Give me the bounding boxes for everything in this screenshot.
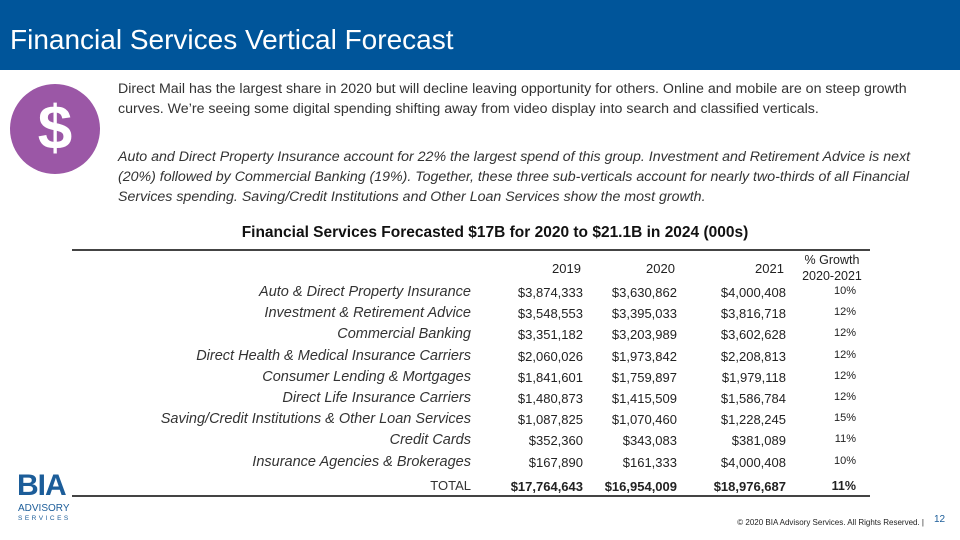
header-2019: 2019 <box>552 261 581 276</box>
growth-percent: 15% <box>833 412 856 425</box>
value-2021: $2,208,813 <box>720 348 786 364</box>
total-label: TOTAL <box>430 478 471 493</box>
value-2020: $1,759,897 <box>611 369 677 385</box>
value-2020: $343,083 <box>622 433 677 449</box>
table-row: Credit Cards $352,360 $343,083 $381,089 11% <box>0 432 960 453</box>
table-bottom-rule <box>72 495 870 497</box>
page-title: Financial Services Vertical Forecast <box>10 24 454 55</box>
row-label: Consumer Lending & Mortgages <box>262 368 471 385</box>
value-2019: $167,890 <box>528 454 583 470</box>
header-2021: 2021 <box>755 261 784 276</box>
value-2021: $1,979,118 <box>721 369 786 385</box>
value-2019: $3,548,553 <box>517 306 583 322</box>
value-2020: $3,203,989 <box>611 327 677 343</box>
value-2019: $3,351,182 <box>517 327 583 343</box>
dollar-icon: $ <box>10 84 100 174</box>
table-row: Consumer Lending & Mortgages $1,841,601 $1… <box>0 369 960 390</box>
title-bar: Financial Services Vertical Forecast <box>0 0 960 70</box>
value-2020: $1,973,842 <box>611 348 677 364</box>
row-label: Investment & Retirement Advice <box>264 305 471 322</box>
page-number: 12 <box>934 514 946 525</box>
total-2021: $18,976,687 <box>713 479 786 494</box>
value-2020: $3,395,033 <box>611 306 677 322</box>
table-total-row: TOTAL $17,764,643 $16,954,009 $18,976,68… <box>0 478 960 499</box>
dollar-glyph: $ <box>37 94 73 163</box>
total-2020: $16,954,009 <box>604 479 677 494</box>
copyright-footer: © 2020 BIA Advisory Services. All Rights… <box>737 518 924 527</box>
summary-paragraph: Direct Mail has the largest share in 202… <box>118 81 907 117</box>
growth-percent: 12% <box>833 306 856 319</box>
value-2019: $2,060,026 <box>517 348 583 364</box>
value-2019: $3,874,333 <box>517 285 583 300</box>
row-label: Auto & Direct Property Insurance <box>259 284 471 300</box>
value-2021: $1,228,245 <box>720 412 786 428</box>
table-row: Saving/Credit Institutions & Other Loan … <box>0 411 960 432</box>
value-2019: $1,480,873 <box>517 391 583 406</box>
value-2021: $4,000,408 <box>720 454 786 470</box>
logo-line2: SERVICES <box>18 515 71 522</box>
total-2019: $17,764,643 <box>510 479 583 494</box>
growth-percent: 10% <box>833 454 856 467</box>
value-2019: $1,087,825 <box>517 412 583 428</box>
growth-percent: 12% <box>833 348 856 361</box>
table-title: Financial Services Forecasted $17B for 2… <box>241 224 749 241</box>
value-2021: $4,000,408 <box>720 285 786 300</box>
value-2021: $3,816,718 <box>720 306 786 322</box>
row-label: Insurance Agencies & Brokerages <box>252 453 471 470</box>
row-label: Saving/Credit Institutions & Other Loan … <box>160 411 471 428</box>
total-growth: 11% <box>831 479 856 493</box>
header-growth: % Growth 2020-2021 <box>792 252 872 284</box>
row-label: Direct Health & Medical Insurance Carrie… <box>196 347 471 364</box>
row-label: Direct Life Insurance Carriers <box>282 390 471 406</box>
detail-paragraph: Auto and Direct Property Insurance accou… <box>118 149 911 205</box>
logo-mark: BIA <box>17 469 67 502</box>
growth-percent: 12% <box>833 369 856 382</box>
value-2020: $161,333 <box>622 454 677 470</box>
row-label: Credit Cards <box>389 432 471 449</box>
value-2021: $381,089 <box>731 433 786 449</box>
value-2019: $352,360 <box>528 433 583 449</box>
value-2020: $1,415,509 <box>611 391 677 406</box>
table-row: Investment & Retirement Advice $3,548,553… <box>0 305 960 326</box>
growth-percent: 12% <box>833 327 856 340</box>
value-2020: $1,070,460 <box>611 412 677 428</box>
row-label: Commercial Banking <box>337 326 471 343</box>
growth-percent: 12% <box>833 391 856 403</box>
logo-line1: ADVISORY <box>18 503 70 514</box>
value-2021: $3,602,628 <box>720 327 786 343</box>
growth-percent: 11% <box>834 433 856 446</box>
table-row: Auto & Direct Property Insurance $3,874,3… <box>0 284 960 305</box>
table-row: Insurance Agencies & Brokerages $167,890 $… <box>0 454 960 475</box>
header-growth-line2: 2020-2021 <box>802 269 862 283</box>
header-growth-line1: % Growth <box>804 253 860 267</box>
header-2020: 2020 <box>646 261 675 276</box>
growth-percent: 10% <box>833 285 856 297</box>
table-row: Commercial Banking $3,351,182 $3,203,989 $3… <box>0 326 960 347</box>
table-row: Direct Life Insurance Carriers $1,480,873… <box>0 390 960 411</box>
table-top-rule <box>72 249 870 251</box>
value-2020: $3,630,862 <box>611 285 677 300</box>
table-row: Direct Health & Medical Insurance Carrie… <box>0 348 960 369</box>
value-2019: $1,841,601 <box>517 369 583 385</box>
bia-logo: BIA ADVISORY SERVICES <box>17 471 81 527</box>
value-2021: $1,586,784 <box>720 391 786 406</box>
